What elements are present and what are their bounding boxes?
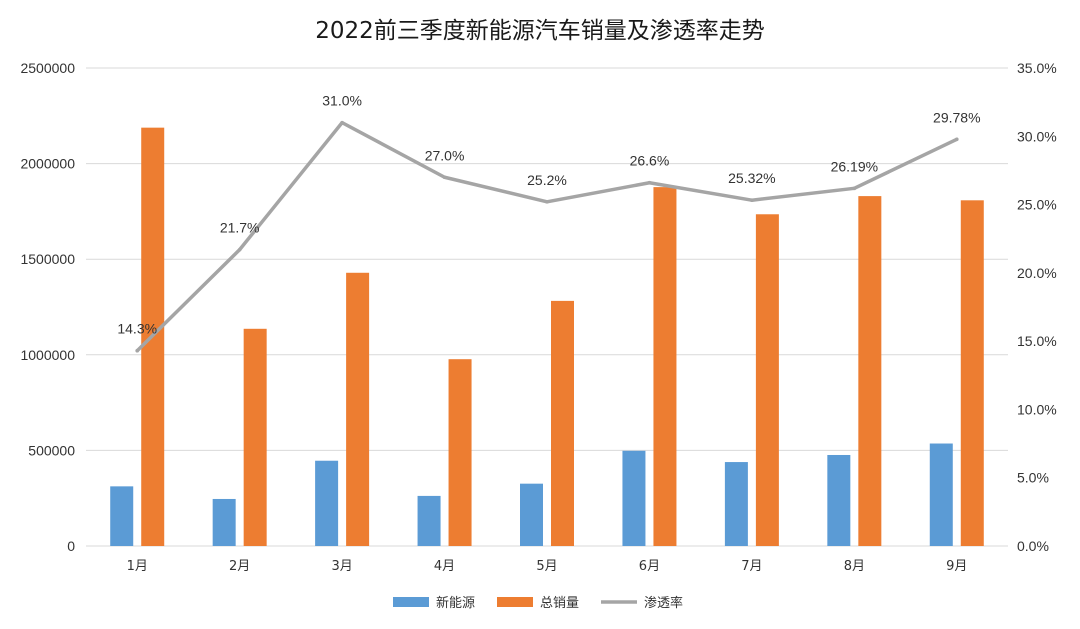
- bar-total-2: [243, 328, 267, 546]
- penetration-line-series: 14.3% 21.7% 31.0% 27.0% 25.2% 26.6% 25.32% 26.1…: [117, 93, 981, 353]
- bar-nev-2: [212, 498, 236, 546]
- penetration-point: [135, 348, 140, 353]
- penetration-point: [852, 186, 857, 191]
- category-label: 8月: [844, 559, 865, 574]
- right-tick-label: 25.0%: [1017, 197, 1057, 213]
- left-tick-label: 500000: [28, 442, 75, 458]
- right-tick-label: 20.0%: [1017, 265, 1057, 281]
- legend-swatch: [497, 597, 533, 607]
- bar-nev-3: [315, 460, 339, 546]
- bar-total-9: [960, 200, 984, 546]
- gridlines: [86, 67, 1008, 547]
- penetration-point: [237, 247, 242, 252]
- category-label: 3月: [331, 559, 352, 574]
- category-label: 9月: [946, 559, 967, 574]
- penetration-point: [545, 200, 549, 204]
- bar-nev-8: [827, 454, 851, 546]
- left-tick-label: 1500000: [20, 251, 75, 267]
- category-axis: 1月 2月 3月 4月 5月 6月 7月 8月 9月: [127, 559, 968, 574]
- chart-title: 2022前三季度新能源汽车销量及渗透率走势: [315, 18, 765, 44]
- bar-nev-5: [520, 483, 543, 546]
- legend-swatch: [393, 597, 429, 607]
- category-label: 7月: [741, 559, 762, 574]
- right-tick-label: 35.0%: [1017, 60, 1057, 76]
- legend-label: 总销量: [540, 596, 579, 611]
- left-tick-label: 2500000: [20, 60, 75, 76]
- penetration-data-label: 21.7%: [220, 220, 260, 236]
- left-axis: 0 500000 1000000 1500000 2000000 2500000: [20, 60, 75, 554]
- penetration-point: [750, 198, 754, 203]
- penetration-data-label: 31.0%: [322, 93, 362, 109]
- bar-nev-4: [417, 495, 441, 546]
- penetration-point: [954, 137, 959, 142]
- bar-total-4: [448, 359, 472, 546]
- legend: 新能源 总销量 渗透率: [393, 595, 683, 611]
- right-axis: 0.0% 5.0% 10.0% 15.0% 20.0% 25.0% 30.0% 35.0%: [1017, 60, 1057, 554]
- penetration-data-label: 29.78%: [933, 109, 980, 125]
- right-tick-label: 15.0%: [1017, 333, 1057, 349]
- category-label: 4月: [434, 559, 455, 574]
- category-label: 6月: [639, 559, 660, 574]
- penetration-point: [442, 175, 447, 180]
- bar-total-6: [653, 187, 677, 546]
- bar-nev-9: [929, 443, 953, 546]
- bar-nev-7: [724, 462, 748, 546]
- penetration-data-label: 26.19%: [831, 158, 878, 174]
- bar-total-7: [755, 214, 779, 546]
- category-label: 2月: [229, 559, 250, 574]
- penetration-point: [340, 120, 344, 125]
- right-tick-label: 0.0%: [1017, 538, 1049, 554]
- bar-total-3: [346, 272, 370, 546]
- category-label: 5月: [536, 559, 557, 574]
- penetration-data-label: 27.0%: [425, 147, 465, 163]
- bar-nev-1: [110, 486, 134, 546]
- penetration-line: [135, 120, 959, 353]
- penetration-data-label: 26.6%: [630, 153, 670, 169]
- penetration-point: [647, 180, 652, 185]
- bar-nev-6: [622, 450, 646, 546]
- category-label: 1月: [127, 559, 148, 574]
- penetration-data-label: 25.32%: [728, 170, 775, 186]
- left-tick-label: 0: [67, 538, 75, 554]
- right-tick-label: 5.0%: [1017, 470, 1049, 486]
- left-tick-label: 1000000: [20, 347, 75, 363]
- penetration-data-label: 25.2%: [527, 172, 567, 188]
- legend-label: 渗透率: [644, 595, 683, 611]
- bar-total-8: [858, 196, 882, 546]
- penetration-data-label: 14.3%: [117, 321, 157, 337]
- right-tick-label: 10.0%: [1017, 401, 1057, 417]
- right-tick-label: 30.0%: [1017, 128, 1057, 144]
- bar-total-5: [551, 300, 574, 546]
- legend-label: 新能源: [436, 595, 475, 611]
- bars: [110, 127, 984, 546]
- left-tick-label: 2000000: [20, 156, 75, 172]
